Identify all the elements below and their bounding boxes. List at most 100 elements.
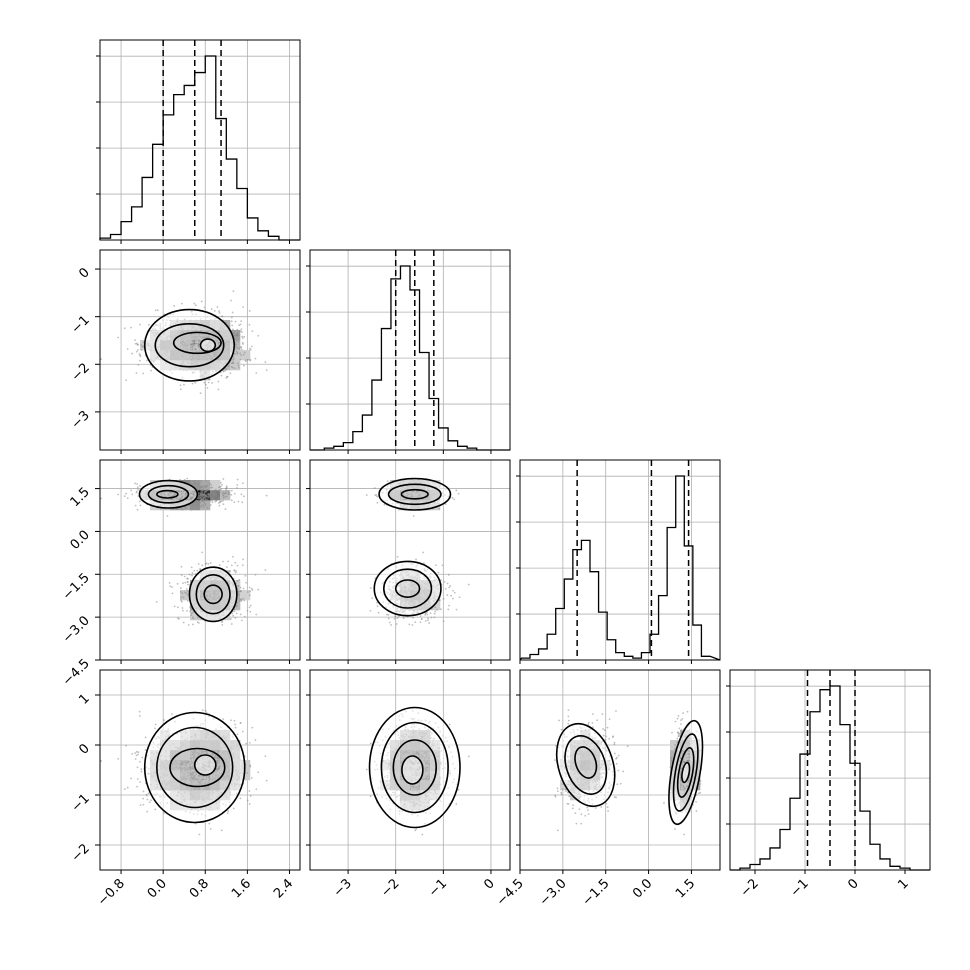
sample-point bbox=[220, 500, 223, 503]
hist-panel-3 bbox=[516, 459, 721, 661]
sample-point bbox=[377, 611, 380, 614]
sample-point bbox=[230, 719, 232, 722]
sample-point bbox=[248, 347, 251, 350]
sample-point bbox=[453, 591, 456, 594]
sample-point bbox=[196, 616, 199, 619]
sample-point bbox=[179, 384, 182, 387]
density-cell bbox=[190, 500, 201, 511]
sample-point bbox=[197, 484, 199, 487]
sample-point bbox=[173, 304, 176, 307]
sample-point bbox=[265, 494, 268, 497]
sample-point bbox=[408, 623, 411, 626]
sample-point bbox=[134, 482, 136, 485]
sample-point bbox=[207, 381, 210, 384]
sample-point bbox=[208, 496, 210, 499]
sample-point bbox=[213, 498, 215, 501]
contour-line bbox=[195, 574, 231, 615]
sample-point bbox=[123, 327, 126, 330]
sample-point bbox=[241, 482, 244, 485]
sample-point bbox=[199, 501, 202, 504]
sample-point bbox=[201, 551, 204, 554]
sample-point bbox=[222, 478, 225, 480]
sample-point bbox=[233, 492, 236, 495]
sample-point bbox=[245, 581, 248, 584]
sample-point bbox=[444, 587, 447, 590]
sample-point bbox=[236, 328, 239, 331]
sample-point bbox=[427, 619, 429, 622]
sample-point bbox=[137, 363, 140, 366]
sample-point bbox=[191, 572, 194, 574]
sample-point bbox=[201, 564, 204, 567]
contour-line bbox=[138, 479, 199, 509]
density-cell bbox=[240, 590, 251, 601]
sample-point bbox=[249, 610, 252, 613]
sample-point bbox=[455, 489, 458, 492]
sample-point bbox=[181, 302, 183, 305]
sample-point bbox=[221, 483, 223, 486]
sample-point bbox=[186, 580, 189, 583]
sample-point bbox=[235, 570, 238, 573]
sample-point bbox=[169, 585, 172, 588]
sample-point bbox=[209, 495, 212, 498]
sample-point bbox=[123, 495, 126, 498]
sample-point bbox=[237, 340, 240, 343]
sample-point bbox=[244, 574, 247, 577]
sample-point bbox=[100, 760, 103, 762]
sample-point bbox=[243, 615, 246, 618]
sample-point bbox=[209, 486, 212, 489]
sample-point bbox=[215, 494, 218, 497]
sample-point bbox=[139, 804, 142, 807]
sample-point bbox=[227, 365, 230, 368]
sample-point bbox=[241, 564, 244, 567]
sample-point bbox=[150, 369, 153, 372]
sample-point bbox=[238, 600, 241, 603]
sample-point bbox=[237, 590, 240, 593]
sample-point bbox=[231, 555, 234, 558]
sample-point bbox=[193, 480, 196, 483]
sample-point bbox=[199, 495, 201, 498]
sample-point bbox=[442, 597, 445, 600]
sample-point bbox=[448, 586, 450, 589]
sample-point bbox=[196, 499, 199, 502]
sample-point bbox=[200, 300, 203, 303]
sample-point bbox=[241, 501, 244, 504]
sample-point bbox=[211, 499, 214, 501]
sample-point bbox=[225, 485, 228, 488]
sample-point bbox=[248, 586, 251, 589]
sample-point bbox=[376, 601, 378, 604]
panel-frame bbox=[729, 669, 931, 871]
sample-point bbox=[236, 601, 239, 604]
sample-point bbox=[204, 499, 207, 502]
sample-point bbox=[393, 617, 396, 620]
sample-point bbox=[235, 343, 238, 346]
sample-point bbox=[241, 335, 244, 338]
sample-point bbox=[193, 302, 196, 305]
sample-point bbox=[227, 560, 230, 563]
sample-point bbox=[455, 608, 458, 611]
sample-point bbox=[219, 481, 222, 484]
sample-point bbox=[192, 623, 194, 626]
sample-point bbox=[176, 582, 179, 585]
sample-point bbox=[240, 348, 243, 351]
sample-point bbox=[190, 608, 193, 611]
sample-point bbox=[226, 375, 228, 378]
histogram-step bbox=[730, 685, 930, 871]
sample-point bbox=[194, 505, 197, 508]
sample-point bbox=[197, 482, 200, 485]
sample-point bbox=[224, 369, 227, 372]
panel-frame bbox=[99, 39, 301, 241]
sample-point bbox=[376, 501, 379, 504]
sample-point bbox=[390, 624, 393, 626]
sample-point bbox=[192, 611, 195, 613]
sample-point bbox=[395, 623, 398, 625]
sample-point bbox=[434, 606, 437, 609]
sample-point bbox=[238, 324, 241, 327]
sample-point bbox=[180, 596, 183, 599]
sample-point bbox=[234, 616, 237, 619]
sample-point bbox=[186, 593, 189, 596]
sample-point bbox=[246, 591, 249, 593]
sample-point bbox=[180, 600, 183, 603]
sample-point bbox=[428, 622, 431, 624]
contour-line bbox=[394, 579, 421, 598]
